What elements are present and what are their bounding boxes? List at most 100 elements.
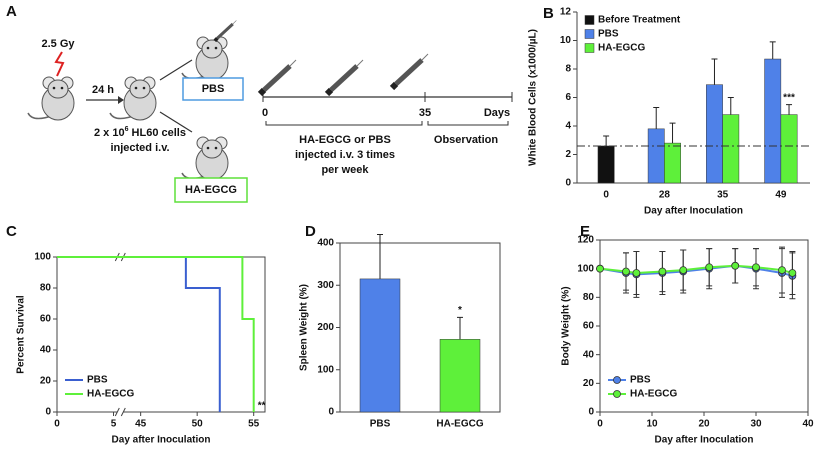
legend-label: HA-EGCG	[630, 389, 677, 400]
y-tick-label: 0	[565, 178, 571, 189]
marker	[658, 267, 667, 276]
marker	[788, 269, 797, 277]
y-tick-label: 12	[560, 7, 572, 18]
error-bar	[706, 248, 713, 287]
x-tick-label: 28	[659, 190, 671, 201]
x-tick-label: 45	[135, 419, 147, 430]
legend-label: PBS	[630, 375, 651, 386]
x-tick-label: HA-EGCG	[436, 419, 483, 430]
y-tick-label: 60	[40, 314, 52, 325]
error-bar	[659, 250, 666, 293]
x-tick-label: 20	[698, 419, 710, 430]
cells-superscript: 6	[125, 126, 129, 133]
marker	[596, 264, 604, 273]
x-axis-label: Day after Inoculation	[655, 435, 754, 446]
legend-label: PBS	[87, 375, 108, 386]
x-tick-label: 40	[802, 419, 814, 430]
bracket	[427, 121, 509, 126]
legend-label: HA-EGCG	[598, 43, 645, 54]
bar	[706, 84, 723, 184]
y-tick-label: 4	[565, 121, 571, 132]
panel-letter: A	[6, 3, 17, 20]
group-box	[174, 177, 248, 203]
error-bar	[786, 104, 793, 115]
y-tick-label: 0	[588, 407, 594, 418]
cells-text: HL60 cells	[129, 127, 186, 139]
mouse	[181, 136, 229, 181]
y-tick-label: 40	[583, 349, 595, 360]
error-bar	[377, 234, 383, 279]
y-tick-label: 10	[560, 35, 572, 46]
x-tick-label: 49	[775, 190, 787, 201]
syringe	[213, 18, 239, 43]
x-tick-label: 35	[717, 190, 729, 201]
series-line	[57, 256, 221, 412]
x-tick-label: 5	[111, 419, 117, 430]
bar	[664, 142, 681, 184]
arrowhead	[118, 96, 124, 104]
syringe	[260, 60, 296, 94]
y-axis-label: Body Weight (%)	[561, 286, 572, 365]
legend-label: Before Treatment	[598, 15, 681, 26]
error-bar	[669, 122, 676, 144]
y-tick-label: 80	[583, 292, 595, 303]
legend-swatch	[584, 43, 595, 53]
axis-break	[120, 407, 126, 417]
error-bar	[623, 252, 629, 291]
radiation-bolt	[54, 51, 65, 77]
x-tick-label: 50	[192, 419, 204, 430]
group-box	[182, 77, 244, 101]
error-bar	[633, 250, 640, 295]
y-axis-label: White Blood Cells (x1000/µL)	[528, 29, 539, 166]
syringe	[327, 60, 363, 94]
panel-letter: C	[6, 223, 17, 240]
group-label: PBS	[202, 83, 225, 95]
bar	[764, 58, 782, 184]
marker	[752, 263, 760, 272]
x-axis-label: Day after Inoculation	[644, 206, 743, 217]
legend-marker	[613, 376, 621, 384]
cells-label: 2 x 106 HL60 cells	[94, 126, 186, 139]
x-tick-label: 55	[248, 419, 260, 430]
bar	[439, 339, 481, 413]
error-bar	[753, 248, 759, 287]
error-bar	[779, 246, 785, 294]
cells-text: 2 x 10	[94, 127, 125, 139]
series-line	[57, 256, 255, 412]
y-tick-label: 0	[45, 407, 51, 418]
error-bar	[457, 316, 463, 340]
mouse	[181, 36, 229, 81]
marker	[622, 267, 630, 276]
axis-break-gap	[117, 408, 124, 416]
marker	[705, 263, 714, 272]
dose-label: 2.5 Gy	[41, 38, 75, 50]
y-tick-label: 120	[577, 235, 594, 246]
treatment-text: injected i.v. 3 times	[295, 149, 395, 161]
treatment-text: HA-EGCG or PBS	[299, 134, 391, 146]
y-tick-label: 6	[565, 92, 571, 103]
significance: ***	[783, 92, 795, 103]
error-bar	[727, 97, 734, 115]
timeline-label: Days	[484, 107, 510, 119]
marker	[731, 261, 740, 270]
error-bar	[653, 106, 660, 129]
y-tick-label: 200	[317, 322, 334, 333]
y-tick-label: 20	[583, 378, 595, 389]
bracket	[265, 121, 423, 126]
interval-label: 24 h	[92, 84, 114, 96]
error-bar	[789, 250, 796, 295]
marker	[632, 269, 641, 277]
panel-letter: D	[305, 223, 316, 240]
plot-frame	[599, 239, 809, 413]
error-bar	[680, 249, 687, 291]
group-label: HA-EGCG	[185, 184, 237, 196]
y-axis-label: Percent Survival	[16, 295, 27, 374]
y-tick-label: 100	[317, 364, 334, 375]
legend-marker	[613, 390, 621, 398]
y-tick-label: 80	[40, 283, 52, 294]
syringe	[392, 54, 428, 88]
bar	[722, 114, 740, 184]
y-tick-label: 40	[40, 345, 52, 356]
axis-break	[114, 407, 120, 417]
y-tick-label: 60	[583, 321, 595, 332]
